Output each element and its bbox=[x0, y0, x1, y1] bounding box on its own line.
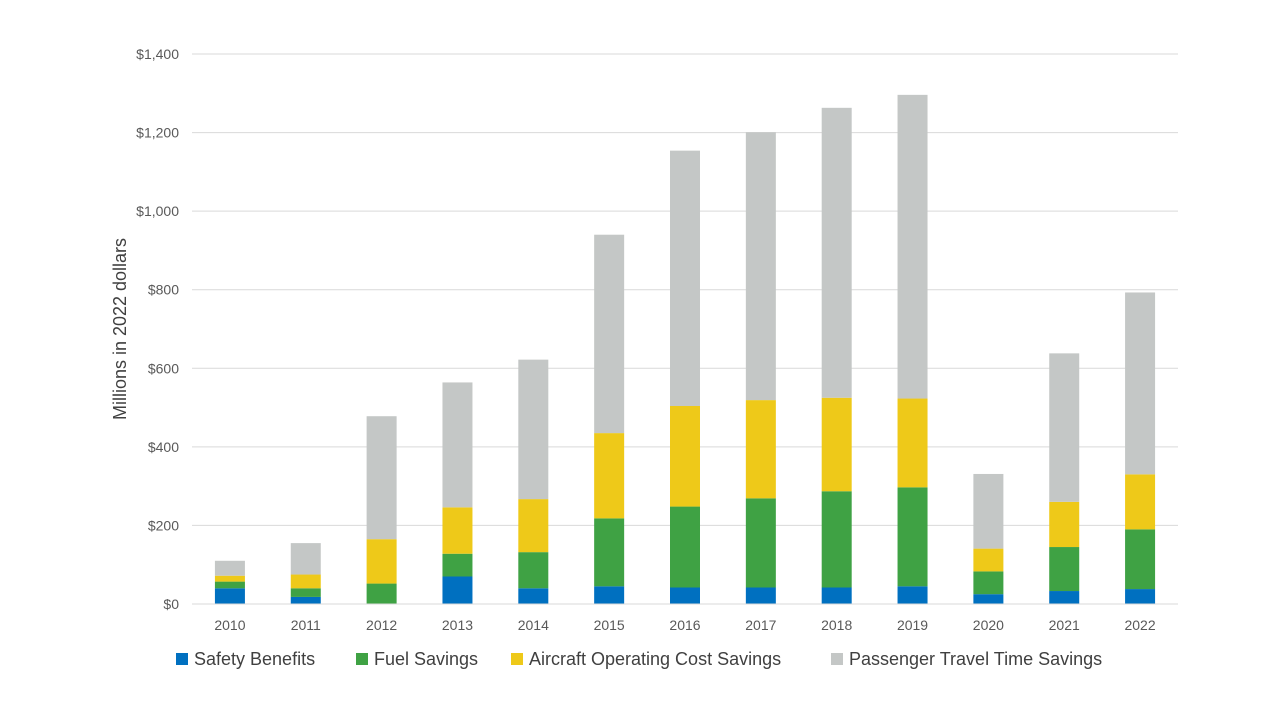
bar-aircraft-operating-cost-savings-2016 bbox=[670, 406, 700, 507]
y-axis-title: Millions in 2022 dollars bbox=[110, 238, 130, 420]
x-tick-label: 2014 bbox=[518, 617, 549, 633]
x-tick-label: 2013 bbox=[442, 617, 473, 633]
bar-passenger-travel-time-savings-2019 bbox=[897, 94, 928, 399]
y-axis-ticks: $0 $200 $400 $600 $800 $1,000 $1,200 $1,400 bbox=[136, 46, 179, 612]
x-tick-label: 2017 bbox=[745, 617, 776, 633]
y-tick-label: $400 bbox=[148, 439, 179, 455]
bar-fuel-savings-2021 bbox=[1049, 547, 1080, 592]
bar-safety-benefits-2010 bbox=[214, 588, 245, 604]
bar-aircraft-operating-cost-savings-2014 bbox=[518, 499, 549, 553]
bar-safety-benefits-2018 bbox=[821, 587, 852, 604]
x-tick-label: 2021 bbox=[1049, 617, 1080, 633]
bar-passenger-travel-time-savings-2018 bbox=[821, 107, 852, 398]
bar-safety-benefits-2015 bbox=[594, 586, 625, 604]
bar-aircraft-operating-cost-savings-2022 bbox=[1125, 474, 1156, 530]
x-tick-label: 2018 bbox=[821, 617, 852, 633]
bar-fuel-savings-2020 bbox=[973, 571, 1004, 595]
legend-swatch bbox=[356, 653, 368, 665]
bar-aircraft-operating-cost-savings-2010 bbox=[214, 575, 245, 582]
bars bbox=[214, 94, 1156, 604]
bar-fuel-savings-2018 bbox=[821, 491, 852, 588]
legend: Safety Benefits Fuel Savings Aircraft Oper… bbox=[176, 649, 1102, 669]
legend-swatch bbox=[176, 653, 188, 665]
bar-passenger-travel-time-savings-2021 bbox=[1049, 353, 1080, 502]
legend-label: Fuel Savings bbox=[374, 649, 478, 669]
bar-passenger-travel-time-savings-2014 bbox=[518, 359, 549, 500]
bar-passenger-travel-time-savings-2017 bbox=[745, 132, 776, 401]
bar-safety-benefits-2011 bbox=[290, 596, 321, 604]
x-tick-label: 2010 bbox=[214, 617, 245, 633]
bar-aircraft-operating-cost-savings-2017 bbox=[745, 400, 776, 499]
bar-safety-benefits-2019 bbox=[897, 586, 928, 604]
bar-aircraft-operating-cost-savings-2012 bbox=[366, 539, 397, 584]
y-tick-label: $1,400 bbox=[136, 46, 179, 62]
bar-safety-benefits-2014 bbox=[518, 588, 549, 604]
bar-aircraft-operating-cost-savings-2018 bbox=[821, 397, 852, 492]
bar-aircraft-operating-cost-savings-2021 bbox=[1049, 501, 1080, 548]
bar-passenger-travel-time-savings-2015 bbox=[594, 234, 625, 434]
bar-fuel-savings-2014 bbox=[518, 552, 549, 589]
bar-passenger-travel-time-savings-2016 bbox=[670, 150, 700, 406]
bar-safety-benefits-2021 bbox=[1049, 591, 1080, 604]
y-tick-label: $1,000 bbox=[136, 203, 179, 219]
y-tick-label: $600 bbox=[148, 360, 179, 376]
y-tick-label: $200 bbox=[148, 517, 179, 533]
bar-safety-benefits-2013 bbox=[442, 576, 473, 604]
bar-fuel-savings-2019 bbox=[897, 487, 928, 587]
bar-aircraft-operating-cost-savings-2015 bbox=[594, 433, 625, 519]
x-tick-label: 2011 bbox=[291, 617, 321, 633]
x-tick-label: 2019 bbox=[897, 617, 928, 633]
bar-passenger-travel-time-savings-2012 bbox=[366, 416, 397, 540]
bar-fuel-savings-2016 bbox=[670, 506, 700, 588]
legend-label: Safety Benefits bbox=[194, 649, 315, 669]
bar-passenger-travel-time-savings-2011 bbox=[290, 543, 321, 575]
bar-safety-benefits-2017 bbox=[745, 587, 776, 604]
bar-safety-benefits-2020 bbox=[973, 594, 1004, 604]
bar-aircraft-operating-cost-savings-2019 bbox=[897, 398, 928, 488]
bar-safety-benefits-2016 bbox=[670, 587, 700, 604]
bar-passenger-travel-time-savings-2020 bbox=[973, 473, 1004, 549]
x-tick-label: 2015 bbox=[594, 617, 625, 633]
legend-swatch bbox=[831, 653, 843, 665]
bar-passenger-travel-time-savings-2022 bbox=[1125, 292, 1156, 475]
bar-fuel-savings-2010 bbox=[214, 581, 245, 589]
bar-fuel-savings-2015 bbox=[594, 518, 625, 587]
bar-passenger-travel-time-savings-2010 bbox=[214, 560, 245, 576]
bar-fuel-savings-2012 bbox=[366, 583, 397, 604]
bar-passenger-travel-time-savings-2013 bbox=[442, 382, 473, 508]
y-tick-label: $800 bbox=[148, 282, 179, 298]
bar-fuel-savings-2013 bbox=[442, 553, 473, 577]
y-tick-label: $1,200 bbox=[136, 125, 179, 141]
legend-label: Aircraft Operating Cost Savings bbox=[529, 649, 781, 669]
bar-fuel-savings-2011 bbox=[290, 588, 321, 597]
x-tick-label: 2016 bbox=[669, 617, 700, 633]
bar-fuel-savings-2017 bbox=[745, 498, 776, 588]
bar-aircraft-operating-cost-savings-2013 bbox=[442, 507, 473, 554]
y-tick-label: $0 bbox=[163, 596, 179, 612]
bar-safety-benefits-2022 bbox=[1125, 589, 1156, 604]
x-tick-label: 2020 bbox=[973, 617, 1004, 633]
bar-fuel-savings-2022 bbox=[1125, 529, 1156, 590]
legend-swatch bbox=[511, 653, 523, 665]
bar-aircraft-operating-cost-savings-2020 bbox=[973, 548, 1004, 572]
bar-aircraft-operating-cost-savings-2011 bbox=[290, 574, 321, 589]
legend-label: Passenger Travel Time Savings bbox=[849, 649, 1102, 669]
x-tick-label: 2012 bbox=[366, 617, 397, 633]
x-tick-label: 2022 bbox=[1124, 617, 1155, 633]
x-axis-ticks: 2010 2011 2012 2013 2014 2015 2016 2017 2018 2019… bbox=[214, 617, 1156, 633]
